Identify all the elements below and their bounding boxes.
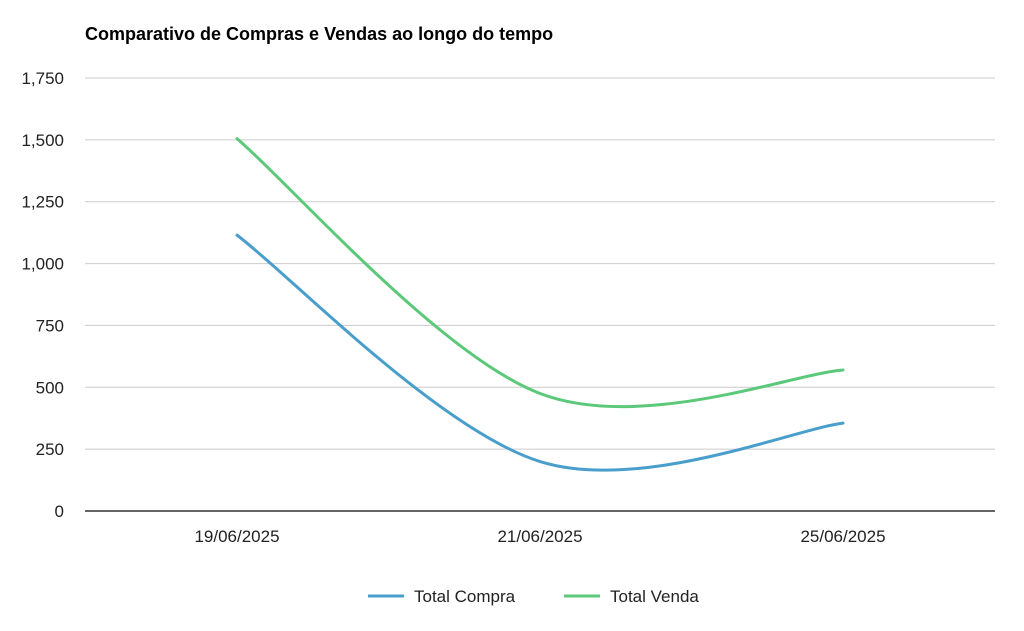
legend[interactable]: Total Compra Total Venda [368, 587, 699, 606]
y-tick-label: 0 [55, 502, 64, 521]
x-tick-label: 21/06/2025 [497, 527, 582, 546]
y-axis-ticks: 0 250 500 750 1,000 1,250 1,500 1,750 [21, 69, 64, 521]
legend-label: Total Compra [414, 587, 516, 606]
y-tick-label: 750 [36, 316, 64, 335]
x-tick-label: 19/06/2025 [194, 527, 279, 546]
y-tick-label: 1,500 [21, 131, 64, 150]
series-lines [235, 137, 845, 472]
chart-title: Comparativo de Compras e Vendas ao longo… [85, 24, 554, 44]
series-line-total-venda [235, 137, 845, 409]
legend-item-total-compra[interactable]: Total Compra [368, 587, 516, 606]
series-line-total-compra [235, 233, 845, 472]
y-tick-label: 1,000 [21, 255, 64, 274]
y-tick-label: 250 [36, 440, 64, 459]
y-tick-label: 1,750 [21, 69, 64, 88]
y-tick-label: 1,250 [21, 193, 64, 212]
y-tick-label: 500 [36, 378, 64, 397]
legend-label: Total Venda [610, 587, 699, 606]
x-tick-label: 25/06/2025 [800, 527, 885, 546]
x-axis-ticks: 19/06/2025 21/06/2025 25/06/2025 [194, 527, 885, 546]
legend-item-total-venda[interactable]: Total Venda [564, 587, 699, 606]
grid-lines [85, 77, 995, 512]
